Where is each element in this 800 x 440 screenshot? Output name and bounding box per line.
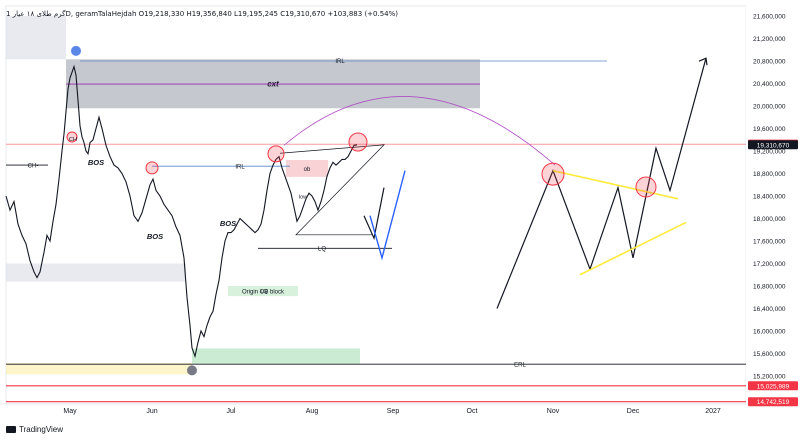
annotation-5: low xyxy=(299,194,307,200)
projection-blue-path xyxy=(369,170,406,261)
x-tick-6: Nov xyxy=(547,408,560,415)
tradingview-logo-icon xyxy=(6,426,16,433)
x-tick-1: Jun xyxy=(146,408,157,415)
price-label-3: 14,742,519 xyxy=(757,399,790,406)
level-label-0: IRL xyxy=(335,59,345,65)
level-label-3: LQ xyxy=(318,247,326,253)
brand-label: TradingView xyxy=(19,425,64,434)
y-tick-6: 19,200,000 xyxy=(753,149,786,156)
price-label-box-1 xyxy=(748,140,798,150)
x-tick-2: Jul xyxy=(227,408,236,415)
zone-6 xyxy=(228,286,298,297)
highlight-circle-1 xyxy=(145,161,159,175)
annotation-2: BOS xyxy=(220,219,236,228)
zone-4 xyxy=(6,363,192,375)
highlight-circle-2 xyxy=(267,145,285,163)
x-tick-4: Sep xyxy=(387,408,400,415)
projection-arrow-head xyxy=(698,57,708,66)
y-tick-15: 15,600,000 xyxy=(753,351,786,358)
high-marker-dot xyxy=(71,45,81,56)
price-axis[interactable] xyxy=(746,0,800,420)
yellow-lower-line xyxy=(579,221,687,276)
x-tick-8: 2027 xyxy=(705,408,721,415)
y-tick-2: 20,800,000 xyxy=(753,59,786,66)
y-tick-1: 21,200,000 xyxy=(753,36,786,43)
y-tick-3: 20,400,000 xyxy=(753,81,786,88)
highlight-circle-3 xyxy=(348,132,368,152)
zone-5 xyxy=(286,160,328,177)
y-tick-8: 18,400,000 xyxy=(753,194,786,201)
annotation-0: BOS xyxy=(88,158,104,167)
level-label-2: IRL xyxy=(235,164,245,170)
level-label-4: CH- xyxy=(28,163,39,169)
x-tick-5: Oct xyxy=(467,408,478,415)
level-label-1: ERL xyxy=(514,362,526,368)
y-tick-4: 20,000,000 xyxy=(753,104,786,111)
price-series-line xyxy=(5,64,358,359)
y-tick-5: 19,600,000 xyxy=(753,126,786,133)
projection-black-path xyxy=(496,58,707,309)
annotation-4: LQ xyxy=(260,289,268,295)
ohlc-label: O19,218,330 H19,356,840 L19,195,245 C19,… xyxy=(138,10,399,18)
curved-projection-arrow xyxy=(283,96,556,166)
annotation-1: BOS xyxy=(147,232,163,241)
y-tick-7: 18,800,000 xyxy=(753,171,786,178)
y-tick-12: 16,800,000 xyxy=(753,284,786,291)
y-tick-11: 17,200,000 xyxy=(753,261,786,268)
price-label-box-2 xyxy=(748,381,798,391)
y-tick-13: 16,400,000 xyxy=(753,306,786,313)
consolidation-triangle xyxy=(279,144,385,236)
low-marker-dot xyxy=(187,365,197,376)
y-tick-10: 17,600,000 xyxy=(753,239,786,246)
symbol-label: گرم طلای ۱۸ عیار 1D, geramTalaHejdah xyxy=(6,10,137,18)
zone-3 xyxy=(192,348,360,364)
x-tick-0: May xyxy=(63,408,77,415)
y-tick-16: 15,200,000 xyxy=(753,374,786,381)
x-tick-3: Aug xyxy=(306,408,319,415)
zone-label-5: ob xyxy=(304,167,311,173)
highlight-circle-4 xyxy=(541,162,565,186)
zone-label-6: Origin OB block xyxy=(242,290,285,296)
y-tick-9: 18,000,000 xyxy=(753,216,786,223)
projection-small-path xyxy=(363,187,385,241)
price-label-box-3 xyxy=(748,397,798,407)
x-tick-7: Dec xyxy=(627,408,640,415)
highlight-circle-0 xyxy=(66,131,78,143)
chart-header: گرم طلای ۱۸ عیار 1D, geramTalaHejdah O19… xyxy=(6,10,398,18)
zone-1 xyxy=(6,16,66,60)
highlight-circle-5 xyxy=(635,176,657,198)
zone-2 xyxy=(6,263,186,282)
price-label-1: 19,310,670 xyxy=(757,142,790,149)
y-tick-14: 16,000,000 xyxy=(753,329,786,336)
tradingview-brand[interactable]: TradingView xyxy=(6,425,63,434)
y-tick-0: 21,600,000 xyxy=(753,14,786,21)
yellow-upper-line xyxy=(552,169,679,200)
annotation-3: CH xyxy=(69,137,77,143)
price-label-2: 15,025,989 xyxy=(757,383,790,390)
